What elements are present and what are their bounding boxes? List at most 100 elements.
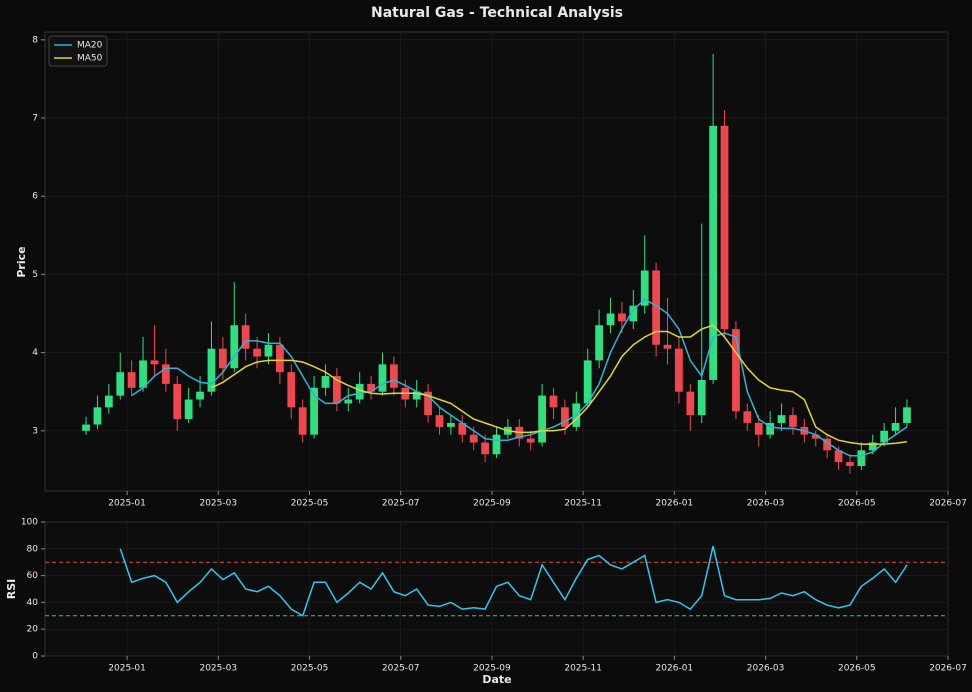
y-tick-label: 6 bbox=[32, 192, 38, 202]
candle-body bbox=[355, 383, 364, 400]
candle-body bbox=[310, 387, 318, 435]
y-tick-label: 0 bbox=[32, 652, 38, 662]
candle-body bbox=[526, 438, 535, 443]
candle-body bbox=[754, 422, 763, 435]
candle-body bbox=[743, 411, 752, 423]
candle-body bbox=[618, 313, 626, 322]
candle-body bbox=[469, 434, 478, 443]
x-tick-label: 2026-05 bbox=[838, 664, 876, 674]
candle-body bbox=[640, 270, 649, 306]
x-tick-label: 2026-03 bbox=[747, 499, 785, 509]
candle-body bbox=[196, 391, 204, 400]
x-tick-label: 2026-01 bbox=[656, 499, 694, 509]
x-tick-label: 2025-11 bbox=[564, 499, 602, 509]
candle-body bbox=[606, 313, 615, 326]
y-tick-label: 4 bbox=[32, 348, 38, 358]
x-tick-label: 2025-09 bbox=[473, 499, 511, 509]
candle-body bbox=[880, 430, 889, 443]
candle-body bbox=[207, 348, 216, 392]
candle-body bbox=[583, 360, 592, 404]
line bbox=[131, 298, 908, 457]
candle-body bbox=[675, 348, 683, 392]
candle-body bbox=[720, 125, 729, 330]
y-tick-label: 8 bbox=[32, 35, 38, 45]
candle-body bbox=[766, 422, 775, 435]
x-tick-label: 2026-07 bbox=[929, 664, 967, 674]
x-tick-label: 2025-03 bbox=[199, 664, 237, 674]
x-tick-label: 2025-05 bbox=[291, 664, 329, 674]
y-tick-label: 100 bbox=[21, 518, 38, 528]
candle-body bbox=[481, 442, 489, 455]
candle-body bbox=[447, 422, 455, 427]
candle-body bbox=[538, 395, 546, 443]
candle-body bbox=[104, 395, 113, 408]
x-tick-label: 2026-05 bbox=[838, 499, 876, 509]
candle-body bbox=[378, 364, 387, 392]
x-tick-label: 2025-07 bbox=[382, 664, 420, 674]
x-tick-label: 2025-11 bbox=[564, 664, 602, 674]
candle-body bbox=[857, 450, 866, 466]
candle-body bbox=[868, 442, 877, 451]
x-tick-label: 2025-01 bbox=[108, 499, 146, 509]
candle-body bbox=[652, 270, 660, 345]
candle-body bbox=[595, 325, 603, 361]
chart-title: Natural Gas - Technical Analysis bbox=[371, 5, 623, 21]
candle-body bbox=[492, 434, 501, 455]
candle-body bbox=[184, 399, 193, 420]
y-tick-label: 7 bbox=[32, 114, 38, 124]
candle-body bbox=[629, 305, 638, 322]
candle-body bbox=[333, 376, 341, 404]
y-tick-label: 3 bbox=[32, 426, 38, 436]
candle-body bbox=[150, 360, 159, 365]
candle-body bbox=[823, 438, 832, 451]
candle-body bbox=[264, 344, 273, 357]
candle-body bbox=[93, 407, 102, 425]
y-tick-label: 40 bbox=[27, 598, 39, 608]
candle-body bbox=[253, 348, 261, 357]
y-axis-label: Price bbox=[15, 246, 28, 277]
candle-body bbox=[561, 407, 569, 427]
candle-body bbox=[82, 424, 90, 431]
x-axis-label: Date bbox=[482, 673, 511, 686]
candle-body bbox=[777, 415, 786, 423]
candle-body bbox=[116, 372, 125, 396]
x-tick-label: 2026-03 bbox=[747, 664, 785, 674]
candle-body bbox=[275, 344, 284, 373]
candle-body bbox=[230, 325, 239, 369]
candle-body bbox=[549, 395, 558, 408]
candle-body bbox=[435, 415, 444, 427]
y-tick-label: 80 bbox=[27, 544, 39, 554]
candle-body bbox=[846, 462, 854, 466]
candle-body bbox=[218, 348, 227, 369]
candle-body bbox=[811, 434, 820, 439]
price-panel bbox=[44, 31, 949, 492]
y-axis-label: RSI bbox=[5, 579, 18, 600]
candle-body bbox=[412, 391, 421, 400]
candle-body bbox=[686, 391, 695, 416]
candle-body bbox=[789, 415, 797, 427]
candle-body bbox=[127, 372, 136, 388]
legend-label: MA20 bbox=[77, 41, 103, 51]
candle-body bbox=[891, 422, 900, 431]
candle-body bbox=[663, 344, 672, 349]
candle-body bbox=[732, 329, 740, 412]
x-tick-label: 2025-05 bbox=[291, 499, 329, 509]
candle-body bbox=[424, 391, 432, 416]
y-tick-label: 5 bbox=[32, 270, 38, 280]
candle-body bbox=[344, 399, 353, 404]
x-tick-label: 2025-09 bbox=[473, 664, 511, 674]
candle-body bbox=[161, 364, 170, 384]
x-tick-label: 2026-07 bbox=[929, 499, 967, 509]
candle-body bbox=[139, 360, 147, 388]
candle-body bbox=[458, 422, 467, 435]
candle-body bbox=[298, 407, 307, 435]
line bbox=[211, 324, 908, 445]
rsi-panel bbox=[44, 521, 949, 657]
candle-body bbox=[709, 125, 718, 380]
candle-body bbox=[903, 407, 911, 423]
candle-body bbox=[173, 383, 182, 420]
candle-body bbox=[321, 376, 330, 388]
candle-body bbox=[390, 364, 398, 388]
candle-body bbox=[367, 383, 375, 392]
